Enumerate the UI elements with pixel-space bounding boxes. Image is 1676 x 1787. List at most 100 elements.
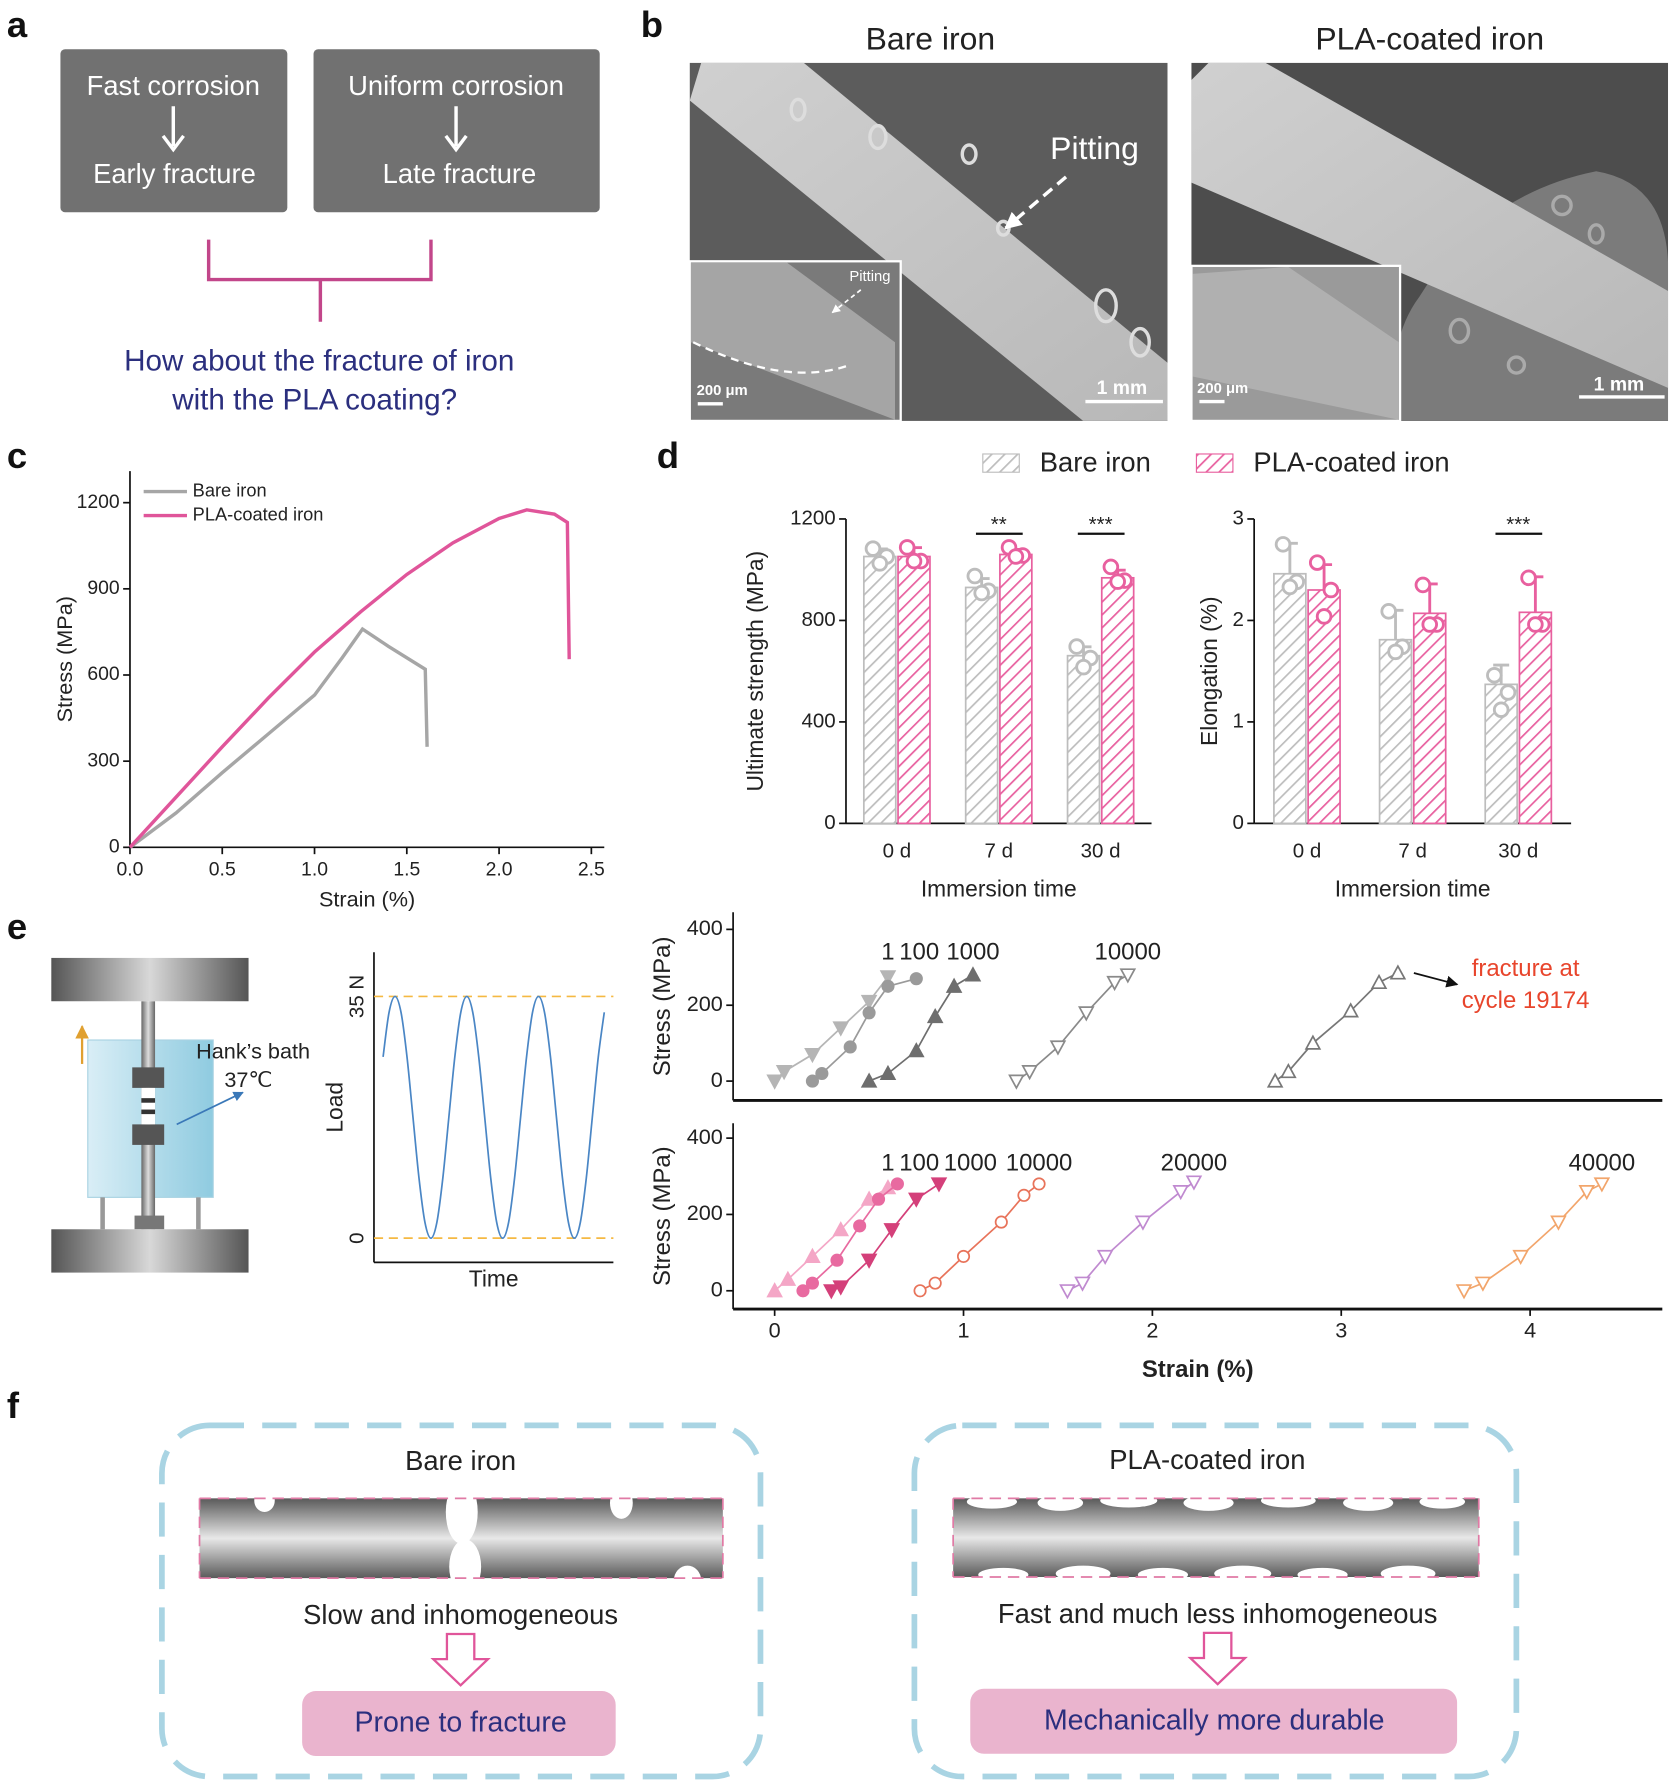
panel-b: Bare iron PLA-coated iron Pitting Pittin… bbox=[688, 21, 1669, 423]
marker bbox=[964, 966, 982, 982]
outcome-box bbox=[302, 1691, 616, 1757]
plate bbox=[51, 957, 249, 1002]
data-point bbox=[1492, 701, 1510, 718]
annotation-arrow bbox=[1413, 972, 1459, 988]
y-tick-label: 0 bbox=[1232, 811, 1243, 834]
y-tick-label: 2 bbox=[1232, 608, 1243, 631]
arrow bbox=[831, 289, 862, 314]
significance: *** bbox=[1089, 513, 1113, 536]
marker bbox=[804, 1247, 821, 1263]
marker bbox=[1342, 1002, 1359, 1018]
y-tick-label: 3 bbox=[1232, 506, 1243, 529]
data-point bbox=[1322, 581, 1340, 599]
marker bbox=[909, 972, 923, 986]
arrow bbox=[430, 1632, 491, 1687]
panel-f: Bare iron PLA-coated iron Slow and inhom… bbox=[159, 1422, 1520, 1780]
data-point bbox=[1007, 548, 1025, 565]
marker bbox=[766, 1074, 783, 1090]
marker bbox=[1017, 1188, 1031, 1202]
y-tick-label: 0 bbox=[109, 835, 120, 857]
series-label: 10000 bbox=[1095, 939, 1162, 966]
series-label: 40000 bbox=[1569, 1150, 1636, 1177]
data-point bbox=[1075, 658, 1092, 676]
data-point bbox=[1274, 536, 1292, 553]
box-text: Late fracture bbox=[383, 158, 537, 189]
marker bbox=[890, 1177, 904, 1191]
arrow bbox=[176, 1091, 244, 1126]
wire bbox=[953, 1498, 1479, 1578]
y-tick-label: 1200 bbox=[77, 491, 120, 513]
x-tick-label: 0 bbox=[769, 1318, 781, 1343]
marker bbox=[945, 977, 963, 993]
data-point bbox=[1499, 684, 1517, 701]
panel-letter: e bbox=[7, 906, 27, 947]
data-point bbox=[1520, 569, 1537, 587]
marker bbox=[1096, 1249, 1114, 1266]
line-series bbox=[1067, 1181, 1195, 1292]
line-series bbox=[128, 508, 571, 849]
x-tick-label: 30 d bbox=[1081, 839, 1121, 862]
data-point bbox=[1486, 666, 1503, 684]
y-axis-label: Elongation (%) bbox=[1196, 596, 1222, 746]
marker bbox=[1059, 1284, 1076, 1300]
panel-letter: c bbox=[7, 435, 27, 476]
data-point bbox=[1068, 638, 1085, 655]
bar bbox=[1412, 612, 1447, 825]
legend-label: PLA-coated iron bbox=[1253, 446, 1449, 477]
significance: ** bbox=[991, 513, 1007, 536]
legend-swatch bbox=[1195, 453, 1234, 473]
f-outcome: Mechanically more durable bbox=[1044, 1704, 1385, 1736]
data-point bbox=[1315, 608, 1333, 625]
frame bbox=[911, 1422, 1520, 1780]
y-tick-label: 400 bbox=[687, 1124, 723, 1149]
pits bbox=[254, 1480, 702, 1596]
marker bbox=[883, 1223, 901, 1239]
arrow bbox=[444, 106, 468, 153]
data-point bbox=[864, 540, 882, 557]
marker bbox=[994, 1215, 1008, 1229]
bath-label: Hank’s bath bbox=[196, 1038, 310, 1063]
marker bbox=[1280, 1062, 1297, 1079]
x-tick-label: 1.0 bbox=[301, 858, 328, 880]
y-tick-label: 800 bbox=[801, 608, 835, 631]
y-tick-label: 900 bbox=[87, 577, 120, 599]
panel-e-setup: Hank’s bath 37℃ bbox=[51, 957, 310, 1273]
marker bbox=[853, 1219, 867, 1233]
bar bbox=[862, 555, 897, 825]
scale-label: 1 mm bbox=[1097, 377, 1148, 399]
f-outcome: Prone to fracture bbox=[354, 1707, 566, 1739]
panel-a: Fast corrosion Early fracture Uniform co… bbox=[60, 49, 600, 416]
marker bbox=[1119, 968, 1137, 984]
data-point bbox=[1527, 616, 1544, 633]
marker bbox=[1512, 1249, 1529, 1266]
marker bbox=[860, 1072, 878, 1088]
x-tick-label: 0.5 bbox=[209, 858, 236, 880]
marker bbox=[1593, 1177, 1611, 1193]
x-tick-label: 0 d bbox=[883, 839, 912, 862]
x-tick-label: 3 bbox=[1335, 1318, 1347, 1343]
panel-letter: a bbox=[7, 4, 28, 45]
x-tick-label: 7 d bbox=[984, 839, 1013, 862]
box-text: Uniform corrosion bbox=[348, 70, 564, 101]
marker bbox=[860, 994, 878, 1011]
marker bbox=[1304, 1034, 1322, 1050]
marker bbox=[805, 1074, 819, 1088]
grip bbox=[132, 1124, 165, 1145]
x-tick-label: 1 bbox=[957, 1318, 969, 1343]
y-axis-label: Ultimate strength (MPa) bbox=[742, 551, 768, 792]
marker bbox=[1370, 973, 1388, 990]
legend-swatch bbox=[982, 453, 1020, 473]
series-label: 1000 bbox=[946, 939, 999, 966]
marker bbox=[823, 1284, 840, 1300]
scale-label: 200 μm bbox=[1197, 381, 1248, 397]
marker bbox=[1021, 1065, 1038, 1081]
x-tick-label: 4 bbox=[1524, 1318, 1536, 1343]
legend-label: Bare iron bbox=[193, 479, 267, 500]
pits bbox=[789, 97, 1151, 358]
significance: *** bbox=[1506, 513, 1530, 536]
marker bbox=[1008, 1074, 1025, 1090]
line-series bbox=[1274, 972, 1399, 1082]
coating-outline bbox=[952, 1497, 1480, 1578]
